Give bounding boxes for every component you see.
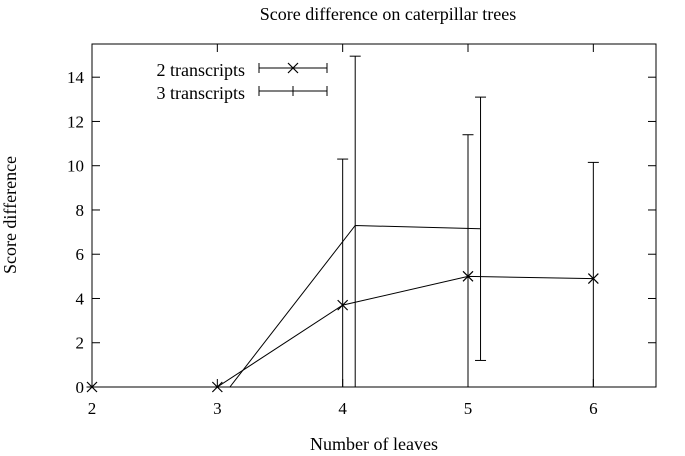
plot-frame xyxy=(91,43,657,388)
legend-label-2-transcripts: 2 transcripts xyxy=(157,60,245,80)
series-layer xyxy=(86,55,599,393)
x-tick-label: 3 xyxy=(213,399,222,418)
y-tick-label: 12 xyxy=(67,112,84,131)
legend: 2 transcripts 3 transcripts xyxy=(157,60,328,103)
data-point-marker xyxy=(337,299,349,311)
legend-label-3-transcripts: 3 transcripts xyxy=(157,83,245,103)
x-tick-label: 5 xyxy=(464,399,473,418)
series-1 xyxy=(86,134,599,393)
y-tick-label: 8 xyxy=(76,201,85,220)
x-tick-label: 4 xyxy=(338,399,347,418)
y-axis-title: Score difference xyxy=(0,156,20,274)
series-2 xyxy=(224,55,487,388)
y-tick-label: 0 xyxy=(76,378,85,397)
data-point-marker xyxy=(211,381,223,393)
chart-title: Score difference on caterpillar trees xyxy=(260,4,517,24)
y-tick-label: 4 xyxy=(76,289,85,308)
x-tick-label: 6 xyxy=(589,399,598,418)
y-tick-label: 14 xyxy=(67,68,85,87)
data-point-marker xyxy=(462,270,474,282)
legend-marker xyxy=(287,62,299,74)
y-axis-ticks: 0 2 4 6 8 10 12 14 xyxy=(67,68,656,397)
y-tick-label: 10 xyxy=(67,157,84,176)
data-point-marker xyxy=(587,273,599,284)
legend-marks xyxy=(258,62,328,96)
x-tick-label: 2 xyxy=(88,399,97,418)
x-axis-title: Number of leaves xyxy=(310,434,438,454)
y-tick-label: 6 xyxy=(76,245,85,264)
data-point-marker xyxy=(86,381,98,393)
y-tick-label: 2 xyxy=(76,334,85,353)
